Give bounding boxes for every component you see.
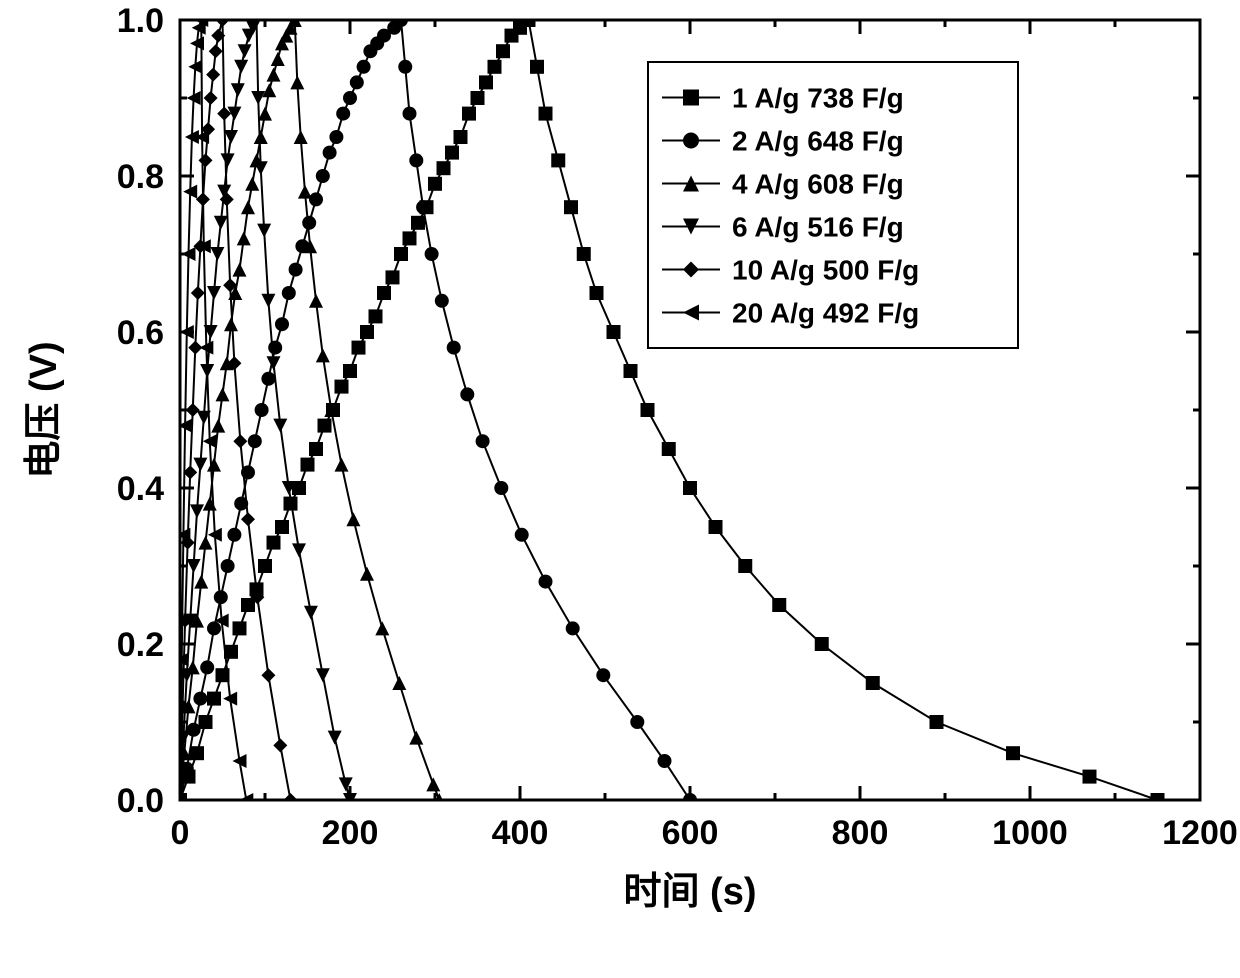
- legend-label: 4 A/g 608 F/g: [732, 168, 904, 199]
- series: [173, 13, 697, 807]
- y-tick-label: 0.4: [117, 470, 164, 508]
- legend-label: 2 A/g 648 F/g: [732, 125, 904, 156]
- series: [173, 13, 446, 807]
- x-tick-label: 1200: [1162, 814, 1238, 852]
- x-tick-label: 200: [322, 814, 379, 852]
- legend-label: 1 A/g 738 F/g: [732, 82, 904, 113]
- series: [173, 13, 253, 807]
- x-tick-label: 1000: [992, 814, 1068, 852]
- x-tick-label: 0: [171, 814, 190, 852]
- y-axis-label: 电压 (V): [23, 341, 65, 478]
- y-tick-label: 0.6: [117, 314, 164, 352]
- x-tick-label: 600: [662, 814, 719, 852]
- y-tick-label: 0.0: [117, 782, 164, 820]
- y-tick-label: 0.8: [117, 158, 164, 196]
- legend: 1 A/g 738 F/g 2 A/g 648 F/g 4 A/g 608 F/g 6…: [648, 62, 1018, 348]
- y-tick-label: 0.2: [117, 626, 164, 664]
- legend-label: 6 A/g 516 F/g: [732, 211, 904, 242]
- x-tick-label: 400: [492, 814, 549, 852]
- legend-label: 10 A/g 500 F/g: [732, 254, 919, 285]
- gcd-chart: 0 200 400 600 800 1000 1200 0.0 0.2 0.4 0.6 0.8 1.0 时…: [0, 0, 1240, 978]
- x-tick-label: 800: [832, 814, 889, 852]
- y-tick-label: 1.0: [117, 2, 164, 40]
- legend-label: 20 A/g 492 F/g: [732, 297, 919, 328]
- x-axis-label: 时间 (s): [623, 871, 756, 913]
